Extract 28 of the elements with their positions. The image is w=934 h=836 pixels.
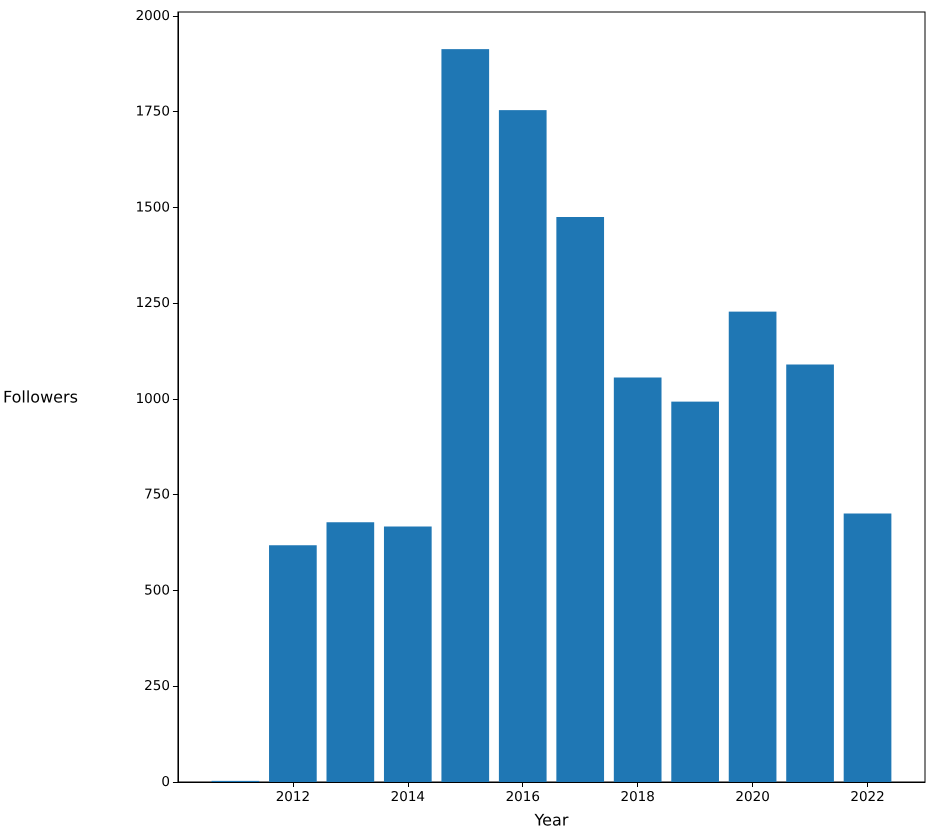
y-tick-label: 0 (161, 774, 170, 790)
y-tick-label: 1500 (136, 199, 170, 216)
bar (671, 402, 719, 782)
x-axis-title: Year (534, 810, 569, 830)
y-tick-label: 1250 (136, 295, 170, 312)
bar (441, 49, 490, 782)
bar (326, 522, 374, 782)
bar (728, 312, 776, 782)
bar (384, 526, 432, 782)
y-tick-label: 750 (144, 486, 170, 503)
x-tick-label: 2022 (850, 789, 885, 805)
x-tick-label: 2014 (390, 789, 425, 805)
y-tick-label: 2000 (136, 8, 170, 24)
x-tick-label: 2018 (620, 789, 655, 805)
x-tick-label: 2020 (735, 789, 770, 805)
y-tick-label: 1750 (136, 104, 170, 120)
y-axis-title: Followers (2, 388, 78, 406)
bar (844, 513, 892, 782)
bar (614, 377, 662, 782)
bar (269, 545, 317, 782)
y-tick-label: 250 (144, 678, 170, 694)
x-tick-label: 2012 (276, 789, 310, 805)
y-tick-label: 500 (144, 582, 170, 598)
bar (498, 110, 547, 782)
y-tick-label: 1000 (136, 390, 170, 407)
bar (786, 364, 834, 782)
bar (556, 216, 604, 782)
x-tick-label: 2016 (506, 789, 540, 805)
